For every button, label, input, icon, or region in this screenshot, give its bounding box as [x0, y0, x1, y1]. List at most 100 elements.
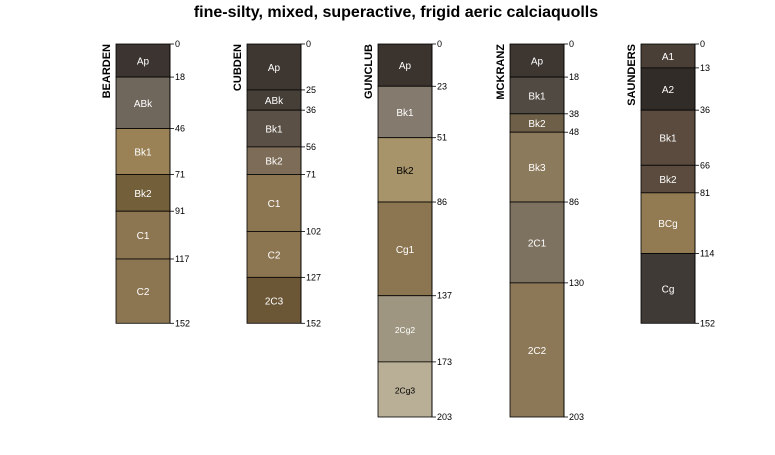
- depth-label: 18: [175, 72, 185, 82]
- horizon-label: ABk: [134, 99, 153, 110]
- horizon-label: 2Cg2: [395, 325, 416, 335]
- horizon-c1: [246, 174, 302, 232]
- horizon-ap: [246, 43, 302, 91]
- horizon-2c2: [509, 282, 565, 418]
- depth-label: 130: [569, 278, 584, 288]
- depth-label: 0: [700, 39, 705, 49]
- depth-label: 23: [437, 81, 447, 91]
- horizon-bk1: [377, 85, 433, 139]
- depth-label: 86: [569, 197, 579, 207]
- depth-label: 71: [175, 169, 185, 179]
- horizon-label: Bk1: [528, 91, 546, 102]
- depth-label: 152: [700, 318, 715, 328]
- depth-label: 51: [437, 133, 447, 143]
- horizon-label: Ap: [268, 63, 281, 74]
- horizon-bk3: [509, 131, 565, 203]
- horizon-label: Bk2: [528, 119, 546, 130]
- horizon-label: A1: [662, 52, 675, 63]
- depth-label: 56: [306, 142, 316, 152]
- profile-name: CUBDEN: [232, 44, 244, 91]
- depth-label: 86: [437, 197, 447, 207]
- depth-label: 173: [437, 357, 452, 367]
- horizon-ap: [115, 43, 171, 78]
- horizon-label: C1: [268, 199, 281, 210]
- horizon-label: C1: [137, 231, 150, 242]
- horizon-bk1: [115, 128, 171, 175]
- depth-label: 66: [700, 160, 710, 170]
- depth-label: 25: [306, 85, 316, 95]
- depth-label: 0: [569, 39, 574, 49]
- horizon-bk1: [509, 76, 565, 115]
- horizon-label: Bk3: [528, 163, 546, 174]
- profile-name: GUNCLUB: [363, 44, 375, 99]
- horizon-label: Bk1: [265, 125, 283, 136]
- soil-profile-gunclub: GUNCLUB Ap Bk1 Bk2 Cg1 2Cg2 2Cg3 0 23 51 86 137 173 2…: [363, 39, 452, 422]
- horizon-2c1: [509, 201, 565, 284]
- horizon-label: ABk: [265, 96, 284, 107]
- horizon-label: 2C3: [265, 296, 284, 307]
- horizon-label: 2Cg3: [395, 385, 416, 395]
- horizon-label: A2: [662, 85, 675, 96]
- horizon-label: C2: [137, 287, 150, 298]
- depth-label: 71: [306, 169, 316, 179]
- horizon-2cg3: [377, 361, 433, 418]
- soil-profile-bearden: BEARDEN Ap ABk Bk1 Bk2 C1 C2 0 18 46 71 91 117 152: [101, 39, 190, 328]
- horizon-label: Ap: [137, 57, 150, 68]
- profile-name: MCKRANZ: [495, 44, 507, 100]
- horizon-2cg2: [377, 295, 433, 363]
- horizon-label: 2C2: [528, 346, 547, 357]
- horizon-abk: [115, 76, 171, 129]
- depth-label: 0: [175, 39, 180, 49]
- horizon-label: C2: [268, 250, 281, 261]
- horizon-label: Bk2: [396, 166, 414, 177]
- horizon-2c3: [246, 276, 302, 324]
- depth-label: 102: [306, 226, 321, 236]
- depth-label: 203: [569, 412, 584, 422]
- depth-label: 152: [306, 318, 321, 328]
- profiles-group: BEARDEN ApABkBk1Bk2C1C2018467191117152CUB…: [101, 39, 715, 422]
- horizon-ap: [377, 43, 433, 87]
- horizon-label: Ap: [531, 57, 544, 68]
- depth-label: 0: [306, 39, 311, 49]
- horizon-cg1: [377, 201, 433, 297]
- horizon-label: Bk1: [659, 134, 677, 145]
- horizon-label: 2C1: [528, 238, 547, 249]
- depth-label: 18: [569, 72, 579, 82]
- depth-label: 81: [700, 188, 710, 198]
- depth-label: 36: [700, 105, 710, 115]
- depth-label: 114: [700, 248, 714, 258]
- depth-label: 91: [175, 206, 185, 216]
- horizon-label: Bk1: [134, 147, 152, 158]
- profile-name: SAUNDERS: [626, 44, 638, 106]
- horizon-c2: [246, 231, 302, 278]
- depth-label: 38: [569, 109, 579, 119]
- depth-label: 13: [700, 63, 710, 73]
- depth-label: 48: [569, 127, 579, 137]
- horizon-label: Bk1: [396, 108, 414, 119]
- horizon-label: Cg1: [396, 245, 415, 256]
- depth-label: 137: [437, 291, 452, 301]
- horizon-bcg: [640, 192, 696, 254]
- soil-profile-saunders: SAUNDERS A1 A2 Bk1 Bk2 BCg Cg 0 13 36 66 81 114 152: [626, 39, 715, 328]
- horizon-label: Bk2: [134, 189, 152, 200]
- depth-label: 0: [437, 39, 442, 49]
- soil-profile-mckranz: MCKRANZ Ap Bk1 Bk2 Bk3 2C1 2C2 0 18 38 48 86 130 203: [495, 39, 584, 422]
- horizon-label: Ap: [399, 61, 412, 72]
- profile-name: BEARDEN: [101, 44, 113, 98]
- depth-label: 46: [175, 124, 185, 134]
- soil-profile-cubden: CUBDEN Ap ABk Bk1 Bk2 C1 C2 2C3 0 25 36 56 71 102 127 1…: [232, 39, 321, 328]
- depth-label: 203: [437, 412, 452, 422]
- depth-label: 36: [306, 105, 316, 115]
- horizon-c2: [115, 258, 171, 324]
- chart-title: fine-silty, mixed, superactive, frigid a…: [194, 4, 598, 21]
- horizon-label: Bk2: [265, 157, 283, 168]
- horizon-label: Cg: [662, 284, 675, 295]
- horizon-label: Bk2: [659, 175, 677, 186]
- horizon-bk2: [246, 146, 302, 175]
- depth-label: 117: [175, 254, 189, 264]
- horizon-label: BCg: [658, 219, 677, 230]
- horizon-cg: [640, 253, 696, 324]
- depth-label: 152: [175, 318, 190, 328]
- depth-label: 127: [306, 272, 321, 282]
